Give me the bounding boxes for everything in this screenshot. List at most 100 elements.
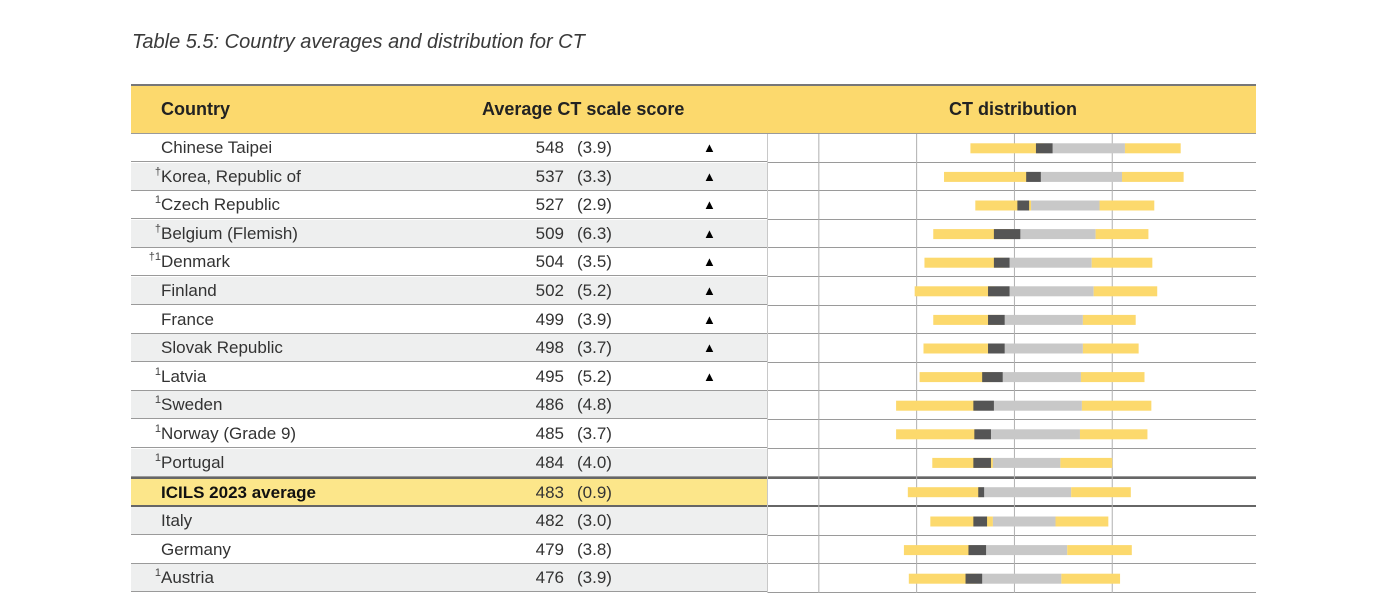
standard-error: (3.9): [577, 309, 612, 329]
confidence-interval-mark: [982, 372, 1003, 383]
row-separator: [767, 477, 1256, 480]
header-country: Country: [161, 99, 230, 119]
row-separator: [767, 534, 1256, 536]
significantly-above-icon: ▲: [703, 340, 716, 356]
standard-error: (5.2): [577, 366, 612, 386]
significantly-above-icon: ▲: [703, 168, 716, 184]
significantly-above-icon: ▲: [703, 283, 716, 298]
average-score: 485: [535, 424, 564, 443]
confidence-interval-mark: [978, 487, 985, 498]
percentile-25-75-segment: [1003, 257, 1092, 268]
distribution-bar: [908, 573, 1121, 584]
row-separator: [767, 276, 1256, 277]
distribution-chart: [818, 134, 1184, 593]
average-score: 504: [535, 252, 564, 272]
distribution-bar: [923, 343, 1139, 354]
distribution-bar: [919, 372, 1145, 383]
standard-error: (0.9): [577, 483, 612, 503]
country-name: Austria: [161, 568, 214, 588]
row-separator: [767, 361, 1256, 363]
country-name: Latvia: [161, 366, 207, 386]
country-table: Country Average CT scale score CT distri…: [131, 84, 1256, 594]
country-name: Belgium (Flemish): [161, 223, 298, 243]
distribution-bar: [914, 286, 1158, 297]
country-name: Germany: [161, 539, 231, 559]
table-row: † Belgium (Flemish) 509 (6.3) ▲: [131, 219, 767, 248]
table-row: Germany 479 (3.8): [131, 535, 767, 564]
percentile-5-25-segment: [930, 516, 993, 527]
percentile-5-25-segment: [908, 573, 977, 584]
country-name: Chinese Taipei: [161, 138, 273, 157]
percentile-5-25-segment: [924, 257, 1004, 268]
percentile-25-75-segment: [999, 314, 1083, 325]
country-name: Czech Republic: [161, 195, 281, 215]
country-name: France: [161, 309, 214, 329]
distribution-bar: [907, 487, 1131, 498]
table-row: 1 Latvia 495 (5.2) ▲: [131, 362, 767, 391]
confidence-interval-mark: [988, 343, 1005, 354]
distribution-bar: [930, 516, 1109, 527]
percentile-25-75-segment: [992, 457, 1061, 468]
table-row: 1 Norway (Grade 9) 485 (3.7): [131, 420, 767, 448]
footnote-marker: 1: [154, 451, 161, 464]
percentile-75-95-segment: [1095, 229, 1149, 240]
percentile-25-75-segment: [992, 516, 1056, 527]
percentile-5-25-segment: [944, 171, 1028, 182]
percentile-25-75-segment: [1011, 229, 1096, 240]
distribution-bar: [933, 229, 1149, 240]
table-header-row: Country Average CT scale score CT distri…: [131, 84, 1256, 134]
percentile-5-25-segment: [907, 487, 982, 498]
standard-error: (3.9): [577, 568, 612, 588]
country-name: Norway (Grade 9): [161, 424, 297, 443]
row-separator: [767, 419, 1256, 420]
percentile-75-95-segment: [1081, 400, 1152, 411]
footnote-marker: 1: [154, 365, 161, 378]
chart-divider: [767, 134, 768, 593]
average-score: 483: [535, 483, 564, 503]
confidence-interval-mark: [973, 516, 988, 527]
standard-error: (4.8): [577, 395, 612, 415]
percentile-75-95-segment: [1079, 429, 1148, 440]
percentile-5-25-segment: [896, 400, 978, 411]
percentile-25-75-segment: [1001, 343, 1083, 354]
distribution-bar: [975, 200, 1155, 211]
significantly-above-icon: ▲: [703, 140, 716, 155]
percentile-75-95-segment: [1099, 200, 1155, 211]
percentile-75-95-segment: [1080, 372, 1145, 383]
percentile-5-25-segment: [933, 229, 1012, 240]
confidence-interval-mark: [1035, 143, 1053, 154]
percentile-75-95-segment: [1082, 343, 1139, 354]
standard-error: (6.3): [577, 223, 612, 243]
percentile-5-25-segment: [970, 143, 1044, 154]
standard-error: (3.7): [577, 424, 612, 443]
percentile-5-25-segment: [933, 314, 1000, 325]
average-score: 502: [535, 281, 564, 300]
distribution-bar: [896, 400, 1152, 411]
percentile-25-75-segment: [1027, 171, 1123, 182]
footnote-marker: †: [154, 222, 161, 235]
average-score: 476: [535, 568, 564, 588]
percentile-25-75-segment: [981, 487, 1072, 498]
row-separator: [767, 447, 1256, 449]
average-score: 498: [535, 338, 564, 358]
confidence-interval-mark: [1017, 200, 1030, 211]
percentile-75-95-segment: [1067, 545, 1132, 556]
percentile-25-75-segment: [1043, 143, 1125, 154]
percentile-75-95-segment: [1071, 487, 1131, 498]
average-score: 482: [535, 511, 564, 531]
percentile-75-95-segment: [1082, 314, 1136, 325]
average-score: 527: [535, 195, 564, 215]
percentile-75-95-segment: [1124, 143, 1181, 154]
percentile-75-95-segment: [1091, 257, 1153, 268]
significantly-above-icon: ▲: [703, 368, 716, 384]
row-separator: [767, 505, 1256, 508]
country-name: Slovak Republic: [161, 338, 283, 358]
percentile-5-25-segment: [932, 457, 993, 468]
row-separator: [767, 304, 1256, 306]
table-row: 1 Czech Republic 527 (2.9) ▲: [131, 191, 767, 220]
percentile-25-75-segment: [972, 545, 1068, 556]
percentile-25-75-segment: [976, 573, 1062, 584]
footnote-marker: †1: [148, 251, 161, 264]
table-row: France 499 (3.9) ▲: [131, 305, 767, 334]
row-separator: [767, 592, 1256, 593]
